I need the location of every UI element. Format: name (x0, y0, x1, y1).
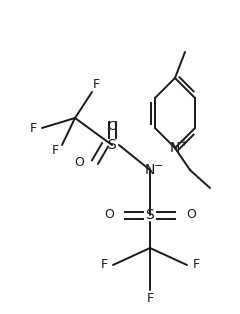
Text: N: N (170, 141, 180, 155)
Text: F: F (192, 258, 200, 272)
Text: F: F (51, 143, 59, 156)
Text: −: − (154, 161, 164, 171)
Text: N: N (145, 163, 155, 177)
Text: S: S (108, 138, 116, 152)
Text: F: F (146, 291, 154, 305)
Text: F: F (100, 258, 108, 272)
Text: O: O (104, 208, 114, 221)
Text: F: F (92, 78, 100, 91)
Text: +: + (179, 138, 187, 148)
Text: O: O (107, 120, 117, 133)
Text: F: F (30, 122, 36, 134)
Text: O: O (186, 208, 196, 221)
Text: O: O (74, 155, 84, 169)
Text: S: S (146, 208, 154, 222)
